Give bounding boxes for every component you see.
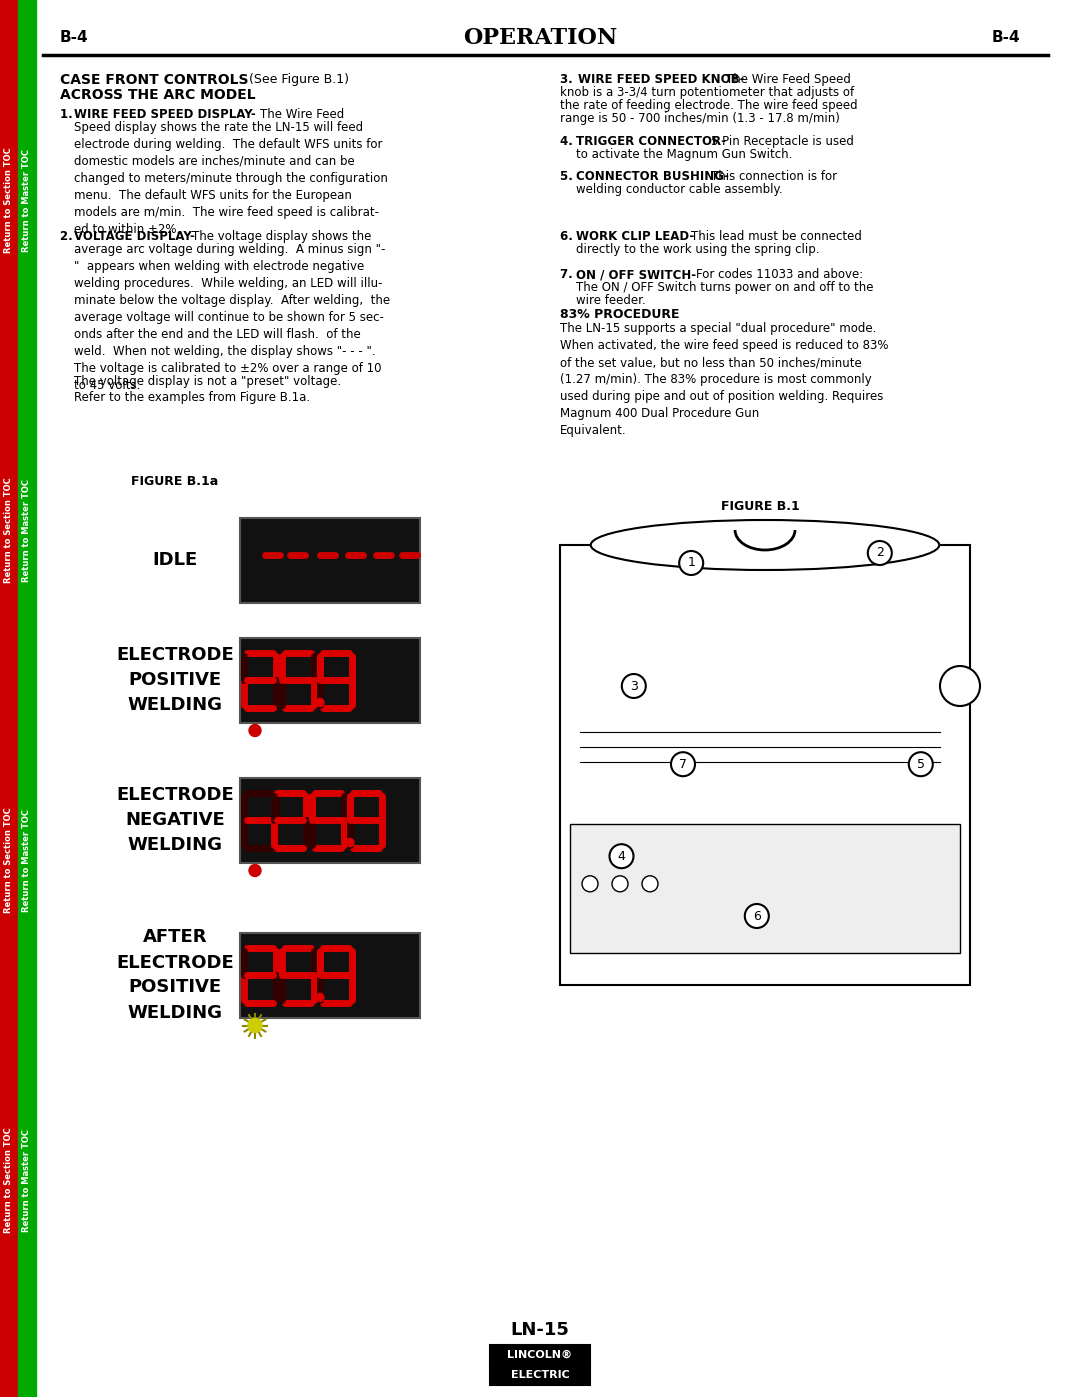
Text: 6: 6 [753,909,760,922]
Text: IDLE: IDLE [152,550,198,569]
Text: to activate the Magnum Gun Switch.: to activate the Magnum Gun Switch. [576,148,793,161]
Text: Return to Section TOC: Return to Section TOC [4,478,14,583]
Bar [0,0,18,1397]
Bar [570,824,960,953]
Circle shape [671,752,696,777]
Circle shape [248,1018,262,1032]
Text: average arc voltage during welding.  A minus sign "-
"  appears when welding wit: average arc voltage during welding. A mi… [75,243,390,393]
FancyBboxPatch shape [240,933,420,1017]
Text: LINCOLN®: LINCOLN® [508,1350,572,1361]
Text: 3.: 3. [561,73,581,87]
Text: Return to Master TOC: Return to Master TOC [23,479,31,581]
Text: wire feeder.: wire feeder. [576,293,646,307]
FancyBboxPatch shape [240,778,420,862]
Text: ELECTRODE
NEGATIVE
WELDING: ELECTRODE NEGATIVE WELDING [117,787,234,854]
Text: 2.: 2. [60,231,77,243]
Text: directly to the work using the spring clip.: directly to the work using the spring cl… [576,243,820,256]
Bar [490,1365,590,1384]
Text: The Wire Feed Speed: The Wire Feed Speed [726,73,851,87]
Text: welding conductor cable assembly.: welding conductor cable assembly. [576,183,783,196]
Text: range is 50 - 700 inches/min (1.3 - 17.8 m/min): range is 50 - 700 inches/min (1.3 - 17.8… [561,112,840,124]
Circle shape [346,838,354,847]
Text: The Wire Feed: The Wire Feed [260,108,345,122]
Bar [18,0,36,1397]
Text: 3: 3 [630,679,637,693]
Text: CONNECTOR BUSHING-: CONNECTOR BUSHING- [576,170,729,183]
Circle shape [609,844,634,868]
Text: knob is a 3-3/4 turn potentiometer that adjusts of: knob is a 3-3/4 turn potentiometer that … [561,87,854,99]
Bar [490,1345,590,1365]
Text: The LN-15 supports a special "dual procedure" mode.
When activated, the wire fee: The LN-15 supports a special "dual proce… [561,321,889,437]
Text: 1.: 1. [60,108,77,122]
Text: WIRE FEED SPEED DISPLAY-: WIRE FEED SPEED DISPLAY- [75,108,256,122]
Text: B-4: B-4 [991,31,1020,46]
Text: WORK CLIP LEAD-: WORK CLIP LEAD- [576,231,694,243]
Circle shape [679,550,703,576]
Text: 5.: 5. [561,170,577,183]
Text: ELECTRIC: ELECTRIC [511,1370,569,1380]
Text: (See Figure B.1): (See Figure B.1) [245,73,349,87]
Text: Return to Section TOC: Return to Section TOC [4,147,14,253]
Text: Return to Master TOC: Return to Master TOC [23,1129,31,1232]
Text: This lead must be connected: This lead must be connected [691,231,862,243]
Text: 2: 2 [876,546,883,560]
Circle shape [316,698,324,707]
Text: the rate of feeding electrode. The wire feed speed: the rate of feeding electrode. The wire … [561,99,858,112]
Circle shape [868,541,892,564]
Text: LN-15: LN-15 [511,1322,569,1338]
Text: Return to Master TOC: Return to Master TOC [23,809,31,911]
Text: FIGURE B.1: FIGURE B.1 [720,500,799,513]
Circle shape [249,865,261,876]
Circle shape [249,725,261,736]
Text: 5: 5 [917,757,924,771]
Text: VOLTAGE DISPLAY-: VOLTAGE DISPLAY- [75,231,194,243]
Text: Return to Section TOC: Return to Section TOC [4,807,14,912]
Text: CASE FRONT CONTROLS: CASE FRONT CONTROLS [60,73,248,87]
Text: B-4: B-4 [60,31,89,46]
Text: 83% PROCEDURE: 83% PROCEDURE [561,307,679,321]
Text: The voltage display is not a "preset" voltage.: The voltage display is not a "preset" vo… [75,374,341,388]
Circle shape [316,993,324,1002]
Circle shape [612,876,627,891]
Text: For codes 11033 and above:: For codes 11033 and above: [696,268,863,281]
Circle shape [582,876,598,891]
Text: 4: 4 [618,849,625,863]
Text: OPERATION: OPERATION [463,27,617,49]
Text: WIRE FEED SPEED KNOB-: WIRE FEED SPEED KNOB- [578,73,744,87]
Text: AFTER
ELECTRODE
POSITIVE
WELDING: AFTER ELECTRODE POSITIVE WELDING [117,929,234,1021]
Text: FIGURE B.1a: FIGURE B.1a [132,475,218,488]
Text: Return to Master TOC: Return to Master TOC [23,148,31,251]
Circle shape [745,904,769,928]
Circle shape [642,876,658,891]
Circle shape [908,752,933,777]
Text: 6.: 6. [561,231,577,243]
Text: The voltage display shows the: The voltage display shows the [192,231,372,243]
Text: The ON / OFF Switch turns power on and off to the: The ON / OFF Switch turns power on and o… [576,281,874,293]
Text: 7.: 7. [561,268,577,281]
FancyBboxPatch shape [240,637,420,722]
Circle shape [622,673,646,698]
Text: Refer to the examples from Figure B.1a.: Refer to the examples from Figure B.1a. [75,391,310,404]
Text: 7: 7 [679,757,687,771]
Text: ACROSS THE ARC MODEL: ACROSS THE ARC MODEL [60,88,256,102]
Circle shape [940,666,980,705]
Text: TRIGGER CONNECTOR-: TRIGGER CONNECTOR- [576,136,726,148]
Text: ELECTRODE
POSITIVE
WELDING: ELECTRODE POSITIVE WELDING [117,645,234,714]
Text: Speed display shows the rate the LN-15 will feed
electrode during welding.  The : Speed display shows the rate the LN-15 w… [75,122,388,236]
Text: 4.: 4. [561,136,577,148]
Text: 5 Pin Receptacle is used: 5 Pin Receptacle is used [711,136,854,148]
Text: Return to Section TOC: Return to Section TOC [4,1127,14,1234]
Bar [561,545,970,985]
Text: This connection is for: This connection is for [711,170,837,183]
Text: ON / OFF SWITCH-: ON / OFF SWITCH- [576,268,697,281]
Ellipse shape [591,520,940,570]
Text: 1: 1 [687,556,696,570]
FancyBboxPatch shape [240,517,420,602]
